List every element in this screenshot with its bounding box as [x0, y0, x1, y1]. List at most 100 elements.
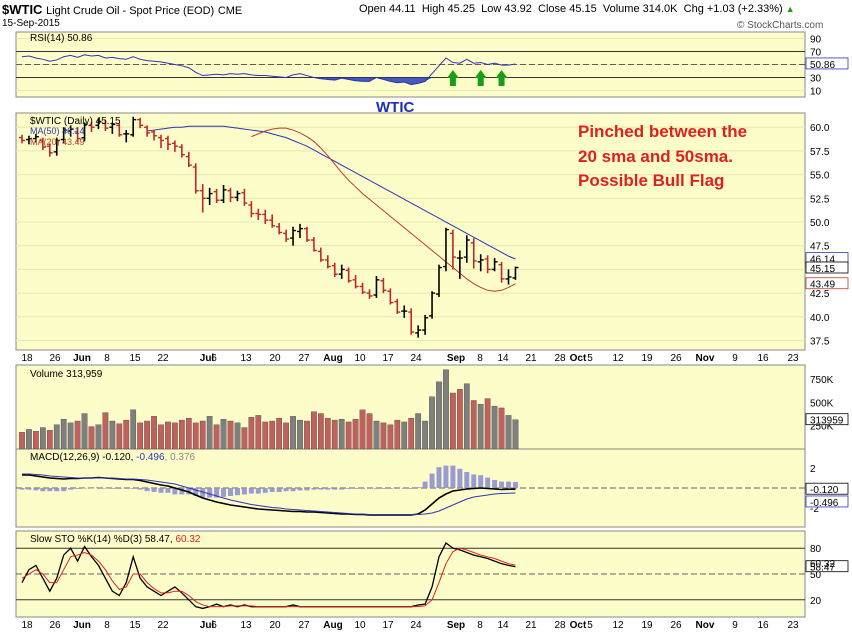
- sto-legend: Slow STO %K(14) %D(3) 58.47, 60.32: [30, 534, 201, 545]
- volume-bar: [283, 422, 289, 450]
- volume-bar: [95, 424, 102, 450]
- date-label-mid: 27: [298, 353, 310, 364]
- green-arrow-icon: [446, 70, 459, 86]
- macd-histogram-bar: [492, 480, 498, 488]
- volume-bar: [213, 424, 220, 450]
- date-label-mid: 19: [641, 353, 653, 364]
- volume-bar: [46, 430, 53, 450]
- rsi-annotation: WTIC: [376, 99, 414, 116]
- macd-tick-label: -2: [810, 504, 819, 515]
- macd-histogram-bar: [130, 488, 136, 489]
- volume-bar: [33, 431, 39, 450]
- volume-bar: [443, 369, 449, 450]
- macd-histogram-bar: [75, 488, 81, 489]
- volume-bar: [317, 413, 324, 450]
- ohlc-bar: [491, 258, 498, 272]
- ohlc-bar: [67, 125, 74, 137]
- annotation-line-1: Pinched between the: [578, 122, 747, 141]
- date-label-mid: 5: [587, 353, 593, 364]
- change-value: Chg +1.03 (+2.33%): [683, 3, 783, 15]
- ohlc-bar: [470, 238, 477, 269]
- ohlc-bar: [25, 135, 32, 145]
- rsi-value-label-box: [805, 57, 849, 70]
- brand-logo[interactable]: © StockCharts.com: [737, 20, 824, 31]
- ohlc-bar: [380, 277, 387, 294]
- ohlc-bar: [512, 266, 519, 280]
- ohlc-bar: [463, 235, 470, 263]
- ohlc-bar: [303, 226, 310, 242]
- date-label-bottom: 27: [298, 620, 310, 631]
- macd-signal-value-label: -0.496: [810, 498, 839, 509]
- price-tick-label: 40.0: [810, 313, 830, 324]
- macd-histogram-bar: [144, 488, 150, 492]
- date-label-bottom: Oct: [570, 620, 587, 631]
- ohlc-bar: [352, 275, 359, 289]
- ohlc-bar: [498, 261, 505, 283]
- volume-bar: [380, 422, 387, 450]
- price-tick-label: 37.5: [810, 337, 830, 348]
- volume-bar: [269, 420, 276, 450]
- green-arrow-icon: [474, 70, 487, 86]
- ohlc-bar: [290, 226, 297, 246]
- date-label-bottom: 5: [587, 620, 593, 631]
- volume-bar: [304, 420, 310, 450]
- date-label-mid: 13: [240, 353, 252, 364]
- volume-tick-label: 250K: [810, 422, 834, 433]
- volume-bar: [255, 415, 262, 450]
- ohlc-bar: [213, 188, 220, 204]
- date-label-mid: 23: [787, 353, 799, 364]
- volume-bar: [276, 418, 283, 450]
- volume-bar: [60, 418, 67, 450]
- ohlc-bar: [269, 214, 276, 228]
- ohlc-bar: [144, 125, 151, 137]
- ohlc-bar: [116, 123, 123, 137]
- volume-bar: [116, 423, 123, 450]
- sto-layer: [21, 542, 516, 610]
- high-value: High 45.25: [421, 3, 476, 15]
- ohlc-bar: [178, 144, 185, 158]
- price-tick-label: 55.0: [810, 171, 830, 182]
- date-label-mid: 8: [477, 353, 483, 364]
- close-value-label: 45.15: [810, 264, 835, 275]
- annotation-line-2: 20 sma and 50sma.: [578, 147, 733, 166]
- date-label-mid: 15: [129, 353, 141, 364]
- macd-histogram-bar: [102, 488, 108, 489]
- ma50-legend: MA(50) 46.14: [30, 126, 85, 136]
- macd-histogram-bar: [353, 488, 359, 489]
- ohlc-bar: [60, 127, 67, 144]
- symbol-title: $WTIC Light Crude Oil - Spot Price (EOD)…: [2, 2, 242, 17]
- rsi-tick-label: 10: [810, 87, 822, 98]
- macd-histogram-bar: [89, 488, 94, 489]
- date-label-bottom: 9: [732, 620, 738, 631]
- volume-bar: [331, 419, 338, 450]
- volume-bar: [338, 418, 345, 450]
- volume-bar: [505, 415, 512, 450]
- price-tick-label: 50.0: [810, 218, 830, 229]
- rsi-layer: [21, 54, 516, 86]
- rsi-legend: RSI(14) 50.86: [30, 33, 93, 44]
- volume-bar: [484, 398, 491, 450]
- volume-bar: [40, 427, 46, 450]
- macd-histogram-bar: [193, 488, 199, 496]
- ohlc-bar: [338, 264, 345, 279]
- date-label-mid: 20: [269, 353, 281, 364]
- date-label-mid: 6: [211, 353, 217, 364]
- volume-bar: [450, 392, 456, 450]
- ohlc-bar: [81, 122, 88, 142]
- ohlc-bar: [373, 276, 380, 298]
- macd-histogram-bar: [109, 488, 115, 489]
- close-value-label-box: [805, 261, 849, 274]
- date-label-mid: 8: [104, 353, 110, 364]
- volume-bar: [192, 422, 199, 450]
- volume-bar: [470, 400, 477, 450]
- ohlc-bar: [109, 122, 116, 134]
- rsi-tick-label: 90: [810, 35, 822, 46]
- date-label-mid: 18: [21, 353, 33, 364]
- ohlc-bar: [436, 264, 442, 297]
- ohlc-bar: [442, 227, 449, 272]
- macd-histogram-bar: [241, 488, 247, 495]
- volume-bar: [227, 420, 234, 450]
- volume-bar: [234, 422, 241, 450]
- date-label-bottom: 14: [497, 620, 509, 631]
- date-label-bottom: 21: [525, 620, 537, 631]
